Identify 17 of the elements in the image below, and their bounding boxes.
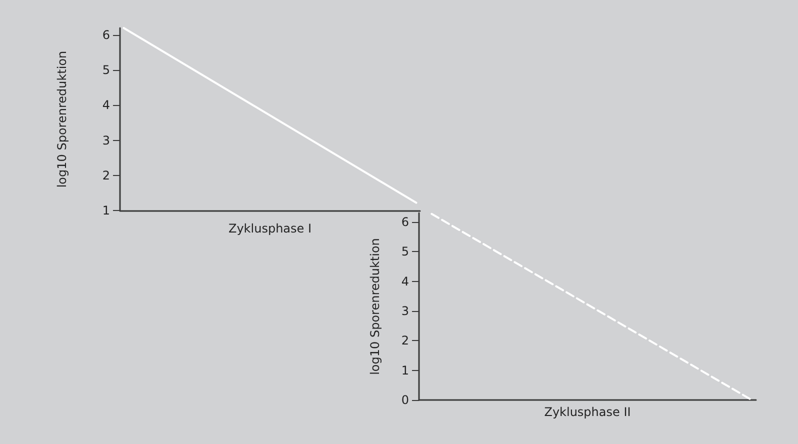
y-tick-label: 0	[401, 393, 409, 407]
y-axis-title: log10 Sporenreduktion	[55, 50, 69, 188]
y-tick-label: 2	[401, 334, 409, 348]
y-tick-label: 1	[401, 363, 409, 378]
y-tick-label: 6	[401, 214, 409, 229]
y-tick-label: 4	[102, 98, 110, 112]
y-tick-label: 3	[401, 304, 409, 318]
y-tick-label: 3	[102, 133, 110, 148]
y-tick-label: 1	[102, 204, 110, 218]
y-tick-label: 6	[102, 28, 110, 42]
y-tick-label: 5	[401, 244, 409, 259]
x-axis-title: Zyklusphase I	[228, 222, 312, 236]
y-tick-label: 2	[102, 168, 110, 182]
y-tick-label: 5	[102, 63, 110, 78]
y-tick-label: 4	[401, 274, 409, 288]
y-axis-title: log10 Sporenreduktion	[368, 238, 382, 375]
x-axis-title: Zyklusphase II	[544, 405, 631, 419]
